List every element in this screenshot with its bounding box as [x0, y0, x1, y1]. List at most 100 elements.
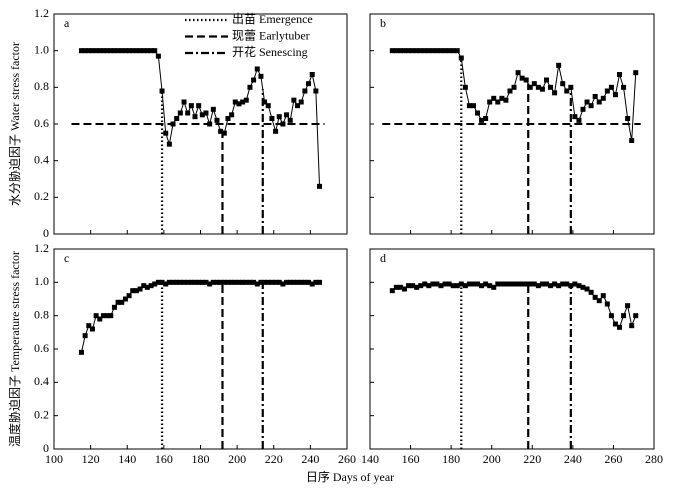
data-point: [612, 321, 618, 327]
data-point: [284, 279, 290, 285]
data-point: [229, 112, 235, 118]
data-point: [170, 279, 176, 285]
data-point: [276, 114, 282, 120]
data-point: [539, 86, 545, 92]
data-point: [232, 99, 238, 105]
data-point: [155, 53, 161, 59]
data-point: [177, 279, 183, 285]
data-point: [462, 84, 468, 90]
plot-frame: [369, 248, 655, 450]
data-point: [152, 281, 158, 287]
data-point: [426, 48, 432, 54]
data-point: [543, 281, 549, 287]
data-point: [401, 48, 407, 54]
data-point: [232, 279, 238, 285]
panel-label: a: [64, 16, 70, 30]
data-point: [188, 103, 194, 109]
y-tick-label: 0.2: [34, 407, 49, 421]
data-point: [442, 48, 448, 54]
data-point: [531, 81, 537, 87]
data-point: [515, 70, 521, 76]
data-point: [580, 284, 586, 290]
data-point: [450, 283, 456, 289]
series-line: [80, 281, 320, 353]
data-point: [126, 48, 132, 54]
data-point: [430, 48, 436, 54]
y-tick-label: 0.4: [34, 152, 49, 166]
data-point: [78, 349, 84, 355]
data-point: [621, 84, 627, 90]
x-tick-label: 220: [523, 452, 541, 466]
data-point: [130, 48, 136, 54]
data-point: [608, 313, 614, 319]
data-point: [214, 117, 220, 123]
data-point: [572, 114, 578, 120]
data-point: [273, 128, 279, 134]
data-point: [454, 48, 460, 54]
data-point: [210, 106, 216, 112]
data-point: [240, 279, 246, 285]
data-point: [115, 299, 121, 305]
data-point: [592, 94, 598, 99]
y-tick-label: 0.4: [34, 374, 49, 388]
panel-label: d: [380, 251, 386, 265]
data-point: [313, 88, 319, 94]
y-tick-label: 0: [43, 226, 49, 240]
data-point: [406, 48, 412, 54]
x-axis-label: 日序 Days of year: [306, 469, 394, 484]
data-point: [600, 95, 606, 101]
data-point: [262, 99, 268, 105]
data-point: [166, 141, 172, 147]
data-point: [163, 130, 169, 136]
data-point: [568, 283, 574, 289]
data-point: [93, 313, 99, 319]
data-point: [608, 84, 614, 90]
x-tick-label: 180: [192, 452, 210, 466]
data-point: [108, 48, 114, 54]
data-point: [470, 103, 476, 109]
y-tick-label: 1.0: [34, 42, 49, 56]
data-point: [397, 284, 403, 290]
y-tick-label: 0.8: [34, 79, 49, 93]
data-point: [511, 281, 517, 287]
data-point: [152, 48, 158, 54]
data-point: [262, 279, 268, 285]
data-point: [612, 92, 618, 98]
panel-label: c: [64, 251, 69, 265]
data-point: [389, 288, 395, 294]
data-point: [430, 281, 436, 287]
data-point: [475, 281, 481, 287]
data-point: [479, 117, 485, 123]
data-point: [462, 283, 468, 289]
data-point: [621, 313, 627, 319]
data-point: [163, 281, 169, 287]
x-tick-label: 280: [645, 452, 663, 466]
data-point: [203, 279, 209, 285]
data-point: [291, 279, 297, 285]
y-axis-label: 水分胁迫因子 Water stress factor: [7, 42, 22, 206]
data-point: [104, 48, 110, 54]
data-point: [475, 110, 481, 116]
x-tick-label: 160: [402, 452, 420, 466]
data-point: [104, 313, 110, 319]
data-point: [317, 279, 323, 285]
data-point: [434, 48, 440, 54]
data-point: [418, 48, 424, 54]
data-point: [552, 90, 558, 96]
data-point: [426, 283, 432, 289]
legend-label: 出苗 Emergence: [232, 12, 313, 26]
data-point: [86, 48, 92, 54]
y-tick-label: 1.0: [34, 274, 49, 288]
data-point: [181, 279, 187, 285]
data-point: [119, 299, 125, 305]
data-point: [291, 97, 297, 103]
data-point: [166, 279, 172, 285]
data-point: [188, 279, 194, 285]
data-point: [133, 288, 139, 294]
series-line: [392, 50, 637, 141]
data-point: [584, 286, 590, 292]
data-point: [556, 283, 562, 289]
x-tick-label: 240: [564, 452, 582, 466]
data-point: [111, 304, 117, 310]
